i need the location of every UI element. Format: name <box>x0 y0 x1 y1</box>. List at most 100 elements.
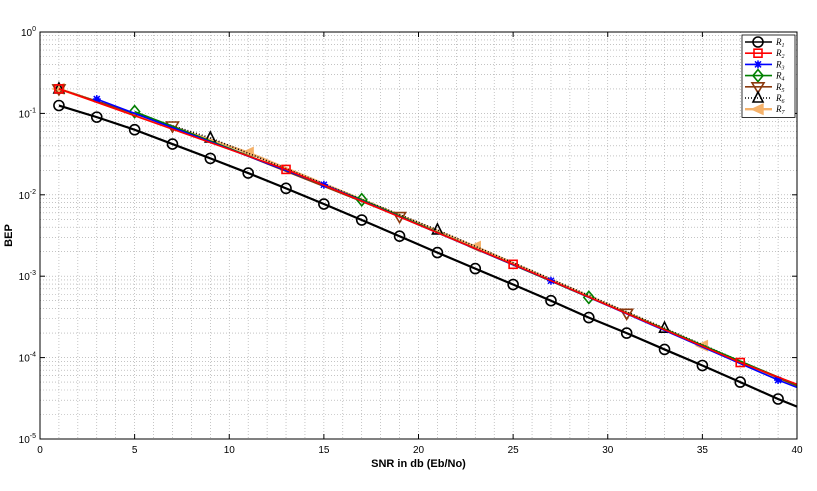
data-point-r4 <box>128 104 141 119</box>
legend-entry-r1: R1 <box>745 36 785 49</box>
legend-label-main: R <box>775 82 782 92</box>
y-tick-exponent: -5 <box>30 433 36 440</box>
data-point-r1 <box>772 393 784 405</box>
legend-label: R6 <box>775 93 785 105</box>
legend-label: R2 <box>775 48 785 60</box>
series-line-r1 <box>58 104 798 408</box>
data-point-r6 <box>431 222 444 235</box>
legend-label-sub: 3 <box>781 65 785 71</box>
series-r1 <box>53 99 798 408</box>
legend-label: R3 <box>775 59 785 71</box>
legend-label-main: R <box>775 93 782 103</box>
data-point-r1 <box>734 376 747 388</box>
x-tick-label: 5 <box>132 445 138 456</box>
legend-entry-r2: R2 <box>745 48 785 60</box>
legend-label-sub: 1 <box>782 43 785 49</box>
data-point-r1 <box>280 182 292 195</box>
y-tick-label: 10-3 <box>19 270 36 283</box>
y-tick-label: 10-1 <box>19 107 36 120</box>
series-r2 <box>54 84 798 386</box>
data-point-r1 <box>242 167 254 179</box>
y-tick-base: 10 <box>19 435 31 446</box>
legend-label-sub: 7 <box>782 110 786 116</box>
data-point-r1 <box>204 152 217 165</box>
legend-marker <box>751 68 765 83</box>
data-point-r1 <box>166 138 179 150</box>
legend-label: R7 <box>775 104 786 116</box>
marker-dot <box>755 62 761 67</box>
legend-label: R4 <box>775 71 785 83</box>
legend-entry-r3: R3 <box>745 59 785 71</box>
x-tick-label: 15 <box>318 445 330 456</box>
x-axis-label: SNR in db (Eb/No) <box>371 458 466 470</box>
legend-label-main: R <box>775 37 782 47</box>
y-tick-exponent: 0 <box>32 26 36 33</box>
legend-label-sub: 5 <box>782 88 785 94</box>
y-tick-label: 10-5 <box>19 433 36 446</box>
legend-label-main: R <box>775 59 782 69</box>
data-point-r1 <box>583 311 595 324</box>
series-line-r2 <box>58 88 798 386</box>
data-point-r1 <box>128 123 141 136</box>
data-point-r2 <box>735 357 746 368</box>
y-tick-label: 100 <box>21 26 36 39</box>
legend-entry-r6: R6 <box>745 90 785 105</box>
data-point-r1 <box>90 111 103 123</box>
legend-label: R5 <box>775 82 785 94</box>
data-point-r1 <box>53 99 65 112</box>
legend-label-sub: 6 <box>782 99 785 105</box>
data-point-r1 <box>318 198 330 210</box>
x-tick-label: 40 <box>791 445 803 456</box>
legend-marker <box>752 36 764 48</box>
y-tick-label: 10-4 <box>19 352 36 365</box>
y-tick-base: 10 <box>21 28 33 39</box>
data-point-r1 <box>696 359 709 372</box>
legend-label-main: R <box>775 48 782 58</box>
y-tick-base: 10 <box>19 354 31 365</box>
data-point-r1 <box>507 278 519 291</box>
data-point-r1 <box>469 262 482 275</box>
legend-marker <box>753 48 763 59</box>
data-point-r6 <box>658 320 671 333</box>
data-point-r1 <box>431 246 444 259</box>
y-tick-exponent: -4 <box>30 352 36 359</box>
x-tick-label: 25 <box>508 445 520 456</box>
y-tick-base: 10 <box>19 109 31 120</box>
data-point-r1 <box>658 343 671 356</box>
legend-label-main: R <box>775 104 782 114</box>
y-tick-exponent: -3 <box>30 270 36 277</box>
marker-dot <box>94 96 100 102</box>
legend-label-sub: 2 <box>782 54 785 60</box>
data-point-r3 <box>774 376 783 385</box>
legend-entry-r5: R5 <box>745 82 785 95</box>
data-point-r4 <box>355 192 368 207</box>
y-axis-label: BEP <box>3 224 15 247</box>
x-tick-label: 35 <box>697 445 709 456</box>
marker-dot <box>775 377 781 383</box>
x-tick-label: 20 <box>413 445 425 456</box>
legend-entry-r7: R7 <box>745 103 786 116</box>
legend-label: R1 <box>775 37 785 49</box>
data-point-r2 <box>54 84 64 94</box>
x-tick-label: 10 <box>224 445 236 456</box>
x-tick-label: 0 <box>37 445 43 456</box>
data-point-r1 <box>393 230 406 243</box>
data-point-r1 <box>545 294 557 307</box>
y-tick-label: 10-2 <box>19 189 36 202</box>
y-tick-exponent: -1 <box>30 107 36 114</box>
legend-entry-r4: R4 <box>745 68 785 83</box>
data-point-r2 <box>508 259 518 270</box>
y-tick-exponent: -2 <box>30 189 36 196</box>
y-tick-base: 10 <box>19 191 31 202</box>
series-layer <box>51 81 798 408</box>
legend-marker <box>751 90 765 103</box>
legend-marker <box>754 60 762 69</box>
legend-label-sub: 4 <box>782 76 785 83</box>
data-point-r1 <box>620 327 633 339</box>
y-tick-base: 10 <box>19 272 31 283</box>
x-tick-label: 30 <box>602 445 614 456</box>
